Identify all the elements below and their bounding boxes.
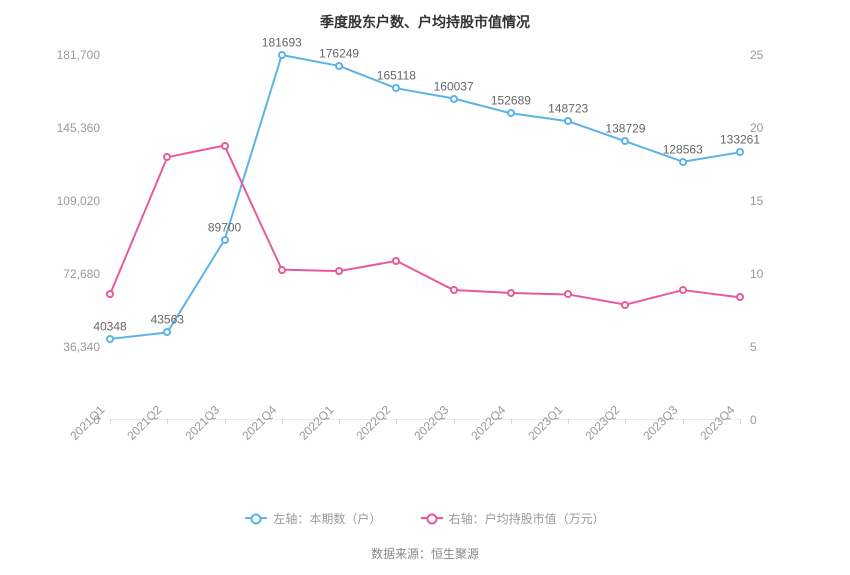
- legend-swatch-left: [245, 517, 267, 519]
- y-left-tick: 181,700: [57, 48, 100, 62]
- x-tick: 2021Q1: [67, 403, 107, 443]
- y-right-tick: 10: [750, 267, 763, 281]
- series-marker: [450, 286, 458, 294]
- legend: 左轴：本期数（户） 右轴：户均持股市值（万元）: [0, 508, 850, 527]
- y-right-tick: 5: [750, 340, 757, 354]
- y-left-tick: 109,020: [57, 194, 100, 208]
- plot-area: 036,34072,680109,020145,360181,700051015…: [110, 55, 740, 420]
- y-left-tick: 145,360: [57, 121, 100, 135]
- data-source: 数据来源：恒生聚源: [0, 545, 850, 562]
- legend-swatch-right: [421, 517, 443, 519]
- legend-item-left: 左轴：本期数（户）: [245, 510, 381, 527]
- series-marker: [278, 266, 286, 274]
- point-label: 181693: [262, 35, 302, 49]
- series-marker: [335, 267, 343, 275]
- y-right-tick: 25: [750, 48, 763, 62]
- series-marker: [163, 153, 171, 161]
- y-left-tick: 36,340: [63, 340, 100, 354]
- legend-label-right: 右轴：户均持股市值（万元）: [449, 510, 605, 527]
- legend-item-right: 右轴：户均持股市值（万元）: [421, 510, 605, 527]
- series-marker: [621, 301, 629, 309]
- y-left-tick: 72,680: [63, 267, 100, 281]
- series-marker: [392, 257, 400, 265]
- series-marker: [736, 293, 744, 301]
- chart-container: 季度股东户数、户均持股市值情况 036,34072,680109,020145,…: [0, 0, 850, 575]
- series-marker: [679, 286, 687, 294]
- series-line: [110, 55, 740, 420]
- chart-title: 季度股东户数、户均持股市值情况: [0, 12, 850, 32]
- series-marker: [564, 290, 572, 298]
- series-marker: [221, 142, 229, 150]
- series-marker: [106, 290, 114, 298]
- y-right-tick: 15: [750, 194, 763, 208]
- y-right-tick: 0: [750, 413, 757, 427]
- legend-label-left: 左轴：本期数（户）: [273, 510, 381, 527]
- x-tickmark: [740, 419, 741, 424]
- series-marker: [507, 289, 515, 297]
